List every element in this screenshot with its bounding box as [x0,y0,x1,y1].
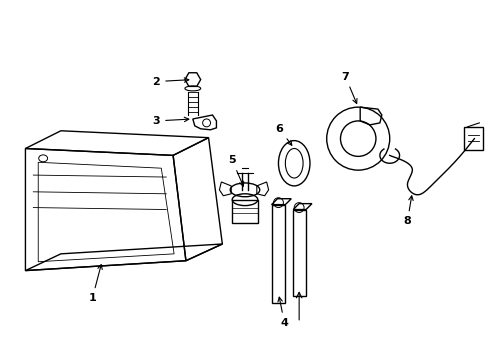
Text: 3: 3 [152,116,188,126]
Text: 1: 1 [88,265,102,303]
Text: 4: 4 [277,297,288,328]
Text: 6: 6 [275,124,291,145]
Text: 7: 7 [341,72,356,103]
Text: 5: 5 [228,155,243,186]
Text: 2: 2 [152,77,188,86]
Text: 8: 8 [403,196,412,226]
